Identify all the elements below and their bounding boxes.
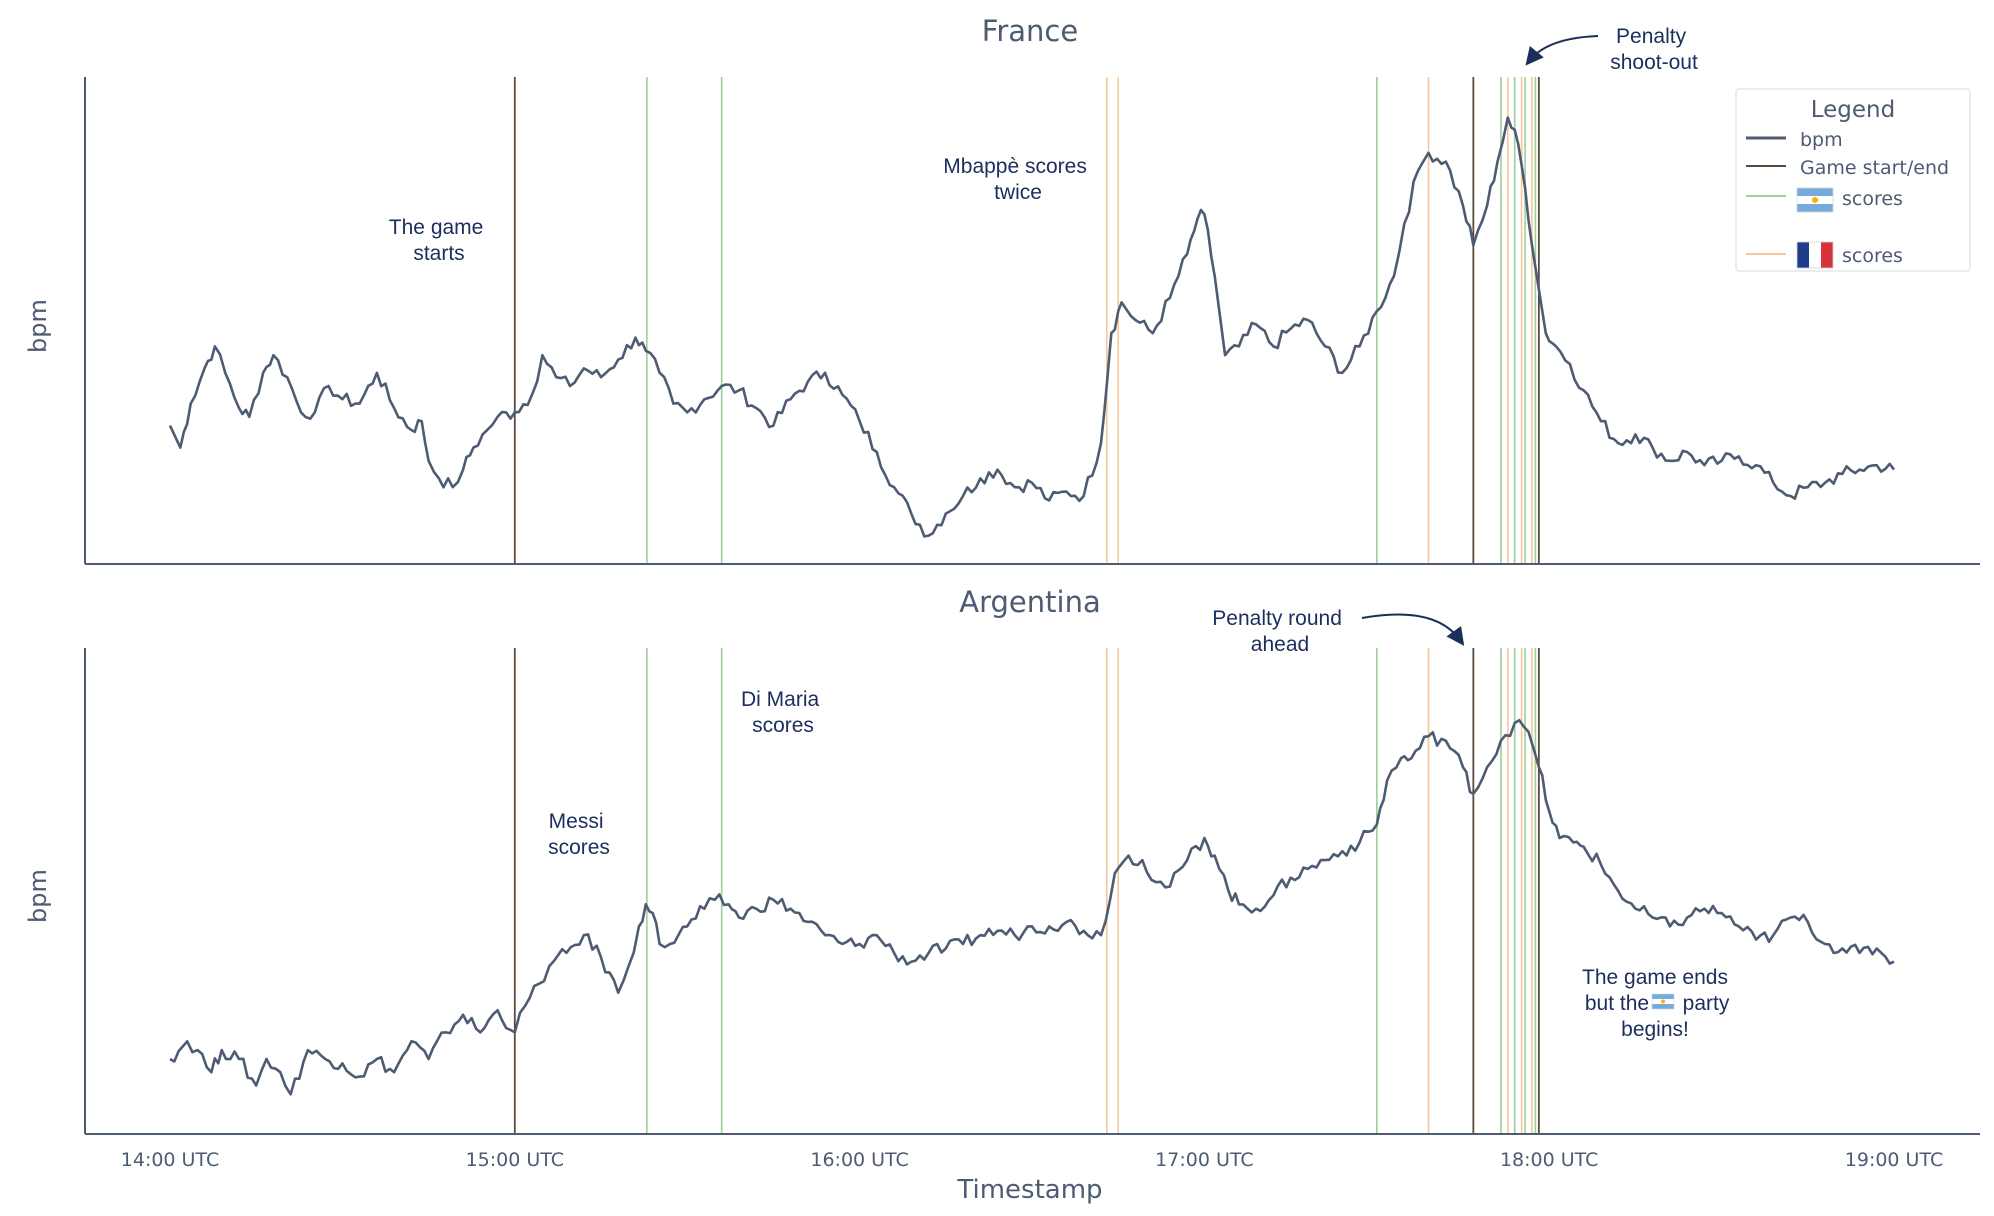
panel-argentina: Argentina bpm Messi scores Di Maria scor… [24,585,1980,1135]
annotation-game-ends: The game ends but the party begins! [1582,966,1730,1041]
argentina-flag-icon [1796,187,1834,213]
x-tick-label: 19:00 UTC [1845,1149,1943,1171]
annotation-arrow-penalty-shootout [1525,35,1599,66]
panel-title-argentina: Argentina [959,585,1100,619]
legend-label-argentina-goal: scores [1842,188,1903,210]
annotation-arrow-penalty-round [1361,613,1465,646]
argentina-flag-icon-inline [1651,993,1675,1010]
annotation-penalty-round-ahead: Penalty round ahead [1212,607,1347,656]
panel-france: France bpm The game starts Mbappè scores… [24,14,1980,565]
annotation-game-ends-line2b: party [1683,992,1730,1015]
annotation-game-ends-line3: begins! [1621,1018,1689,1041]
legend-label-france-goal: scores [1842,245,1903,267]
y-axis-label-france: bpm [24,299,52,353]
x-tick-label: 16:00 UTC [810,1149,908,1171]
bpm-line-france [168,116,1896,538]
legend-box [1735,88,1971,272]
event-lines-france [513,77,1540,564]
annotation-game-ends-line2a: but the [1585,992,1649,1015]
x-axis-label: Timestamp [956,1175,1102,1205]
legend: Legend bpm Game start/end scores sc [1735,88,1971,272]
bpm-line-argentina [169,718,1895,1096]
legend-label-game: Game start/end [1800,157,1949,179]
event-lines-argentina [513,648,1540,1134]
annotation-game-starts: The game starts [389,216,489,265]
annotation-mbappe-scores: Mbappè scores twice [943,155,1092,204]
x-tick-label: 18:00 UTC [1500,1149,1598,1171]
annotation-di-maria-scores: Di Maria scores [741,688,825,737]
panel-title-france: France [982,14,1078,48]
x-axis-ticks: 14:00 UTC 15:00 UTC 16:00 UTC 17:00 UTC 18:0… [121,1149,1943,1171]
legend-label-bpm: bpm [1800,129,1843,151]
annotation-game-ends-line1: The game ends [1582,966,1728,989]
x-tick-label: 17:00 UTC [1155,1149,1253,1171]
annotation-messi-scores: Messi scores [548,810,610,859]
x-tick-label: 14:00 UTC [121,1149,219,1171]
y-axis-label-argentina: bpm [24,869,52,923]
france-flag-icon [1796,241,1834,269]
x-tick-label: 15:00 UTC [466,1149,564,1171]
annotation-penalty-shootout: Penalty shoot-out [1610,25,1698,74]
legend-title: Legend [1811,97,1896,123]
